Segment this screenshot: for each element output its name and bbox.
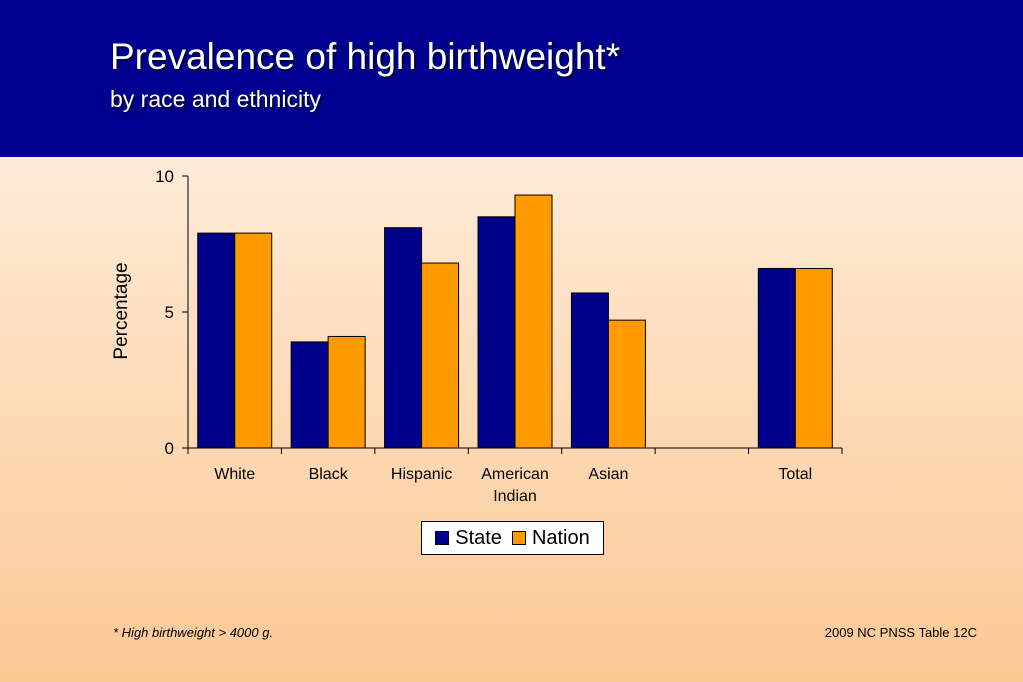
chart-legend: State Nation [421,521,604,555]
x-tick-label-1: Black [309,466,349,483]
y-tick-label-1: 5 [165,303,174,322]
source-note: 2009 NC PNSS Table 12C [824,625,977,640]
bar-nation-2 [421,262,460,449]
legend-label-state: State [455,526,502,549]
x-tick-label-3-line1: Indian [493,488,537,505]
footnote: * High birthweight > 4000 g. [113,625,274,640]
legend-item-state: State [435,527,502,550]
slide-title: Prevalence of high birthweight* [110,36,621,77]
legend-swatch-state [435,531,450,545]
bar-nation-1 [327,335,366,449]
legend-label-nation: Nation [531,526,590,549]
bar-nation-3 [514,194,553,449]
bar-state-4 [570,292,609,449]
bar-state-0 [197,232,236,449]
legend-swatch-nation [511,531,526,545]
bar-state-6 [757,267,796,449]
bar-nation-4 [607,319,646,449]
legend-item-nation: Nation [511,526,590,550]
y-tick-label-0: 0 [165,439,174,458]
x-tick-label-4: Asian [588,466,628,483]
x-tick-label-2: Hispanic [391,466,452,483]
bar-state-2 [384,227,423,449]
x-tick-label-6: Total [778,466,812,483]
y-axis-label: Percentage [111,262,132,359]
bar-nation-0 [234,232,273,449]
slide-subtitle: by race and ethnicity [110,86,321,112]
bar-state-1 [290,341,329,449]
bar-nation-6 [794,267,833,449]
title-banner: Prevalence of high birthweight* by race … [0,0,1023,157]
y-tick-label-2: 10 [155,167,174,186]
x-tick-label-0: White [214,466,255,483]
x-tick-label-3-line0: American [481,466,549,483]
bar-state-3 [477,216,516,449]
